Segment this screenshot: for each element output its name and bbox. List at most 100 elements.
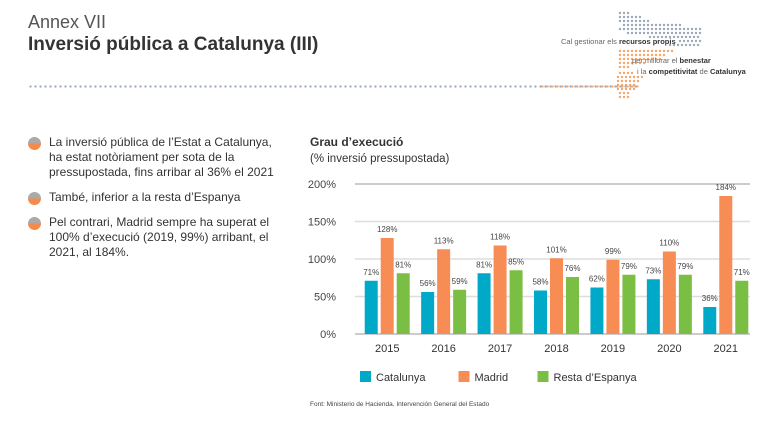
logo-dot — [632, 87, 636, 91]
bullet-text: La inversió pública de l’Estat a Catalun… — [49, 135, 274, 179]
logo-dot — [626, 15, 630, 19]
logo-dot — [664, 35, 668, 39]
logo-dot — [658, 49, 662, 53]
logo-dot — [622, 27, 626, 31]
logo-dot — [622, 15, 626, 19]
logo-dot — [626, 31, 630, 35]
logo-dot — [626, 19, 630, 23]
logo-dot — [618, 27, 622, 31]
legend-swatch — [458, 371, 470, 382]
logo-dot — [646, 53, 650, 57]
bullet-list: La inversió pública de l’Estat a Catalun… — [28, 135, 278, 270]
y-tick-label: 100% — [308, 254, 336, 266]
logo-dot — [626, 23, 630, 27]
logo-dot — [652, 35, 656, 39]
logo-dot — [654, 53, 658, 57]
logo-dot — [650, 53, 654, 57]
logo-dot — [638, 31, 642, 35]
logo-dot — [618, 71, 622, 75]
bar-madrid — [437, 249, 451, 334]
logo-dot — [650, 57, 654, 61]
chart-title: Grau d’execució — [310, 135, 404, 149]
data-label: 99% — [605, 247, 621, 256]
logo-dot — [642, 61, 646, 65]
logo-dot — [618, 53, 622, 57]
logo-dot — [676, 35, 680, 39]
logo-dot — [642, 49, 646, 53]
logo-dot — [690, 31, 694, 35]
bar-madrid — [380, 238, 394, 334]
logo-dot — [670, 31, 674, 35]
logo-dot — [686, 27, 690, 31]
dotted-divider — [28, 85, 638, 88]
legend-label: Madrid — [475, 372, 509, 384]
logo-dot — [638, 15, 642, 19]
bullet-item: Pel contrari, Madrid sempre ha superat e… — [28, 215, 278, 260]
logo-dot — [698, 31, 702, 35]
data-label: 76% — [564, 264, 580, 273]
catalonia-map-dots-icon — [616, 11, 702, 99]
bullet-icon — [28, 137, 41, 150]
logo-dot — [638, 19, 642, 23]
bar-madrid — [719, 196, 733, 334]
logo-dot — [668, 35, 672, 39]
logo-dot — [690, 39, 694, 43]
bar-restadespanya — [566, 277, 579, 334]
logo-dot — [658, 57, 662, 61]
logo-line-2: per millorar el benestar — [632, 56, 711, 65]
logo-dot — [666, 31, 670, 35]
logo-dot — [632, 83, 636, 87]
data-label: 85% — [508, 257, 524, 266]
logo-dot — [646, 31, 650, 35]
legend-swatch — [360, 371, 371, 382]
logo-dot — [638, 27, 642, 31]
legend-swatch — [537, 371, 549, 382]
logo-dot — [632, 79, 636, 83]
logo-dot — [620, 83, 624, 87]
data-label: 62% — [589, 275, 605, 284]
bar-chart: 0% 50% 100% 150% 200% 2015 71% 128% 81% 2016 56% 11… — [308, 179, 750, 384]
logo-dot — [622, 95, 626, 99]
logo-dot — [630, 31, 634, 35]
bar-madrid — [493, 245, 507, 334]
logo-dot — [638, 61, 642, 65]
logo-dot — [618, 11, 622, 15]
logo-dot — [686, 39, 690, 43]
logo-dot — [642, 27, 646, 31]
logo-dot — [654, 31, 658, 35]
x-tick-label: 2020 — [657, 343, 681, 355]
logo-dot — [626, 53, 630, 57]
bar-restadespanya — [678, 274, 692, 334]
data-label: 101% — [546, 245, 566, 254]
data-label: 79% — [677, 262, 693, 271]
logo-line-3: i la competitivitat de Catalunya — [637, 67, 746, 76]
logo-dot — [622, 57, 626, 61]
logo-dot — [680, 43, 684, 47]
logo-dot — [622, 53, 626, 57]
logo-dot — [634, 49, 638, 53]
logo-dot — [646, 19, 650, 23]
logo-dot — [688, 43, 692, 47]
legend-label: Resta d’Espanya — [554, 372, 638, 384]
data-label: 110% — [659, 239, 679, 248]
logo-dot — [618, 91, 622, 95]
logo-dot — [640, 75, 644, 79]
logo-dot — [626, 91, 630, 95]
data-label: 36% — [702, 294, 718, 303]
logo-dot — [666, 23, 670, 27]
logo-dot — [696, 43, 700, 47]
logo-dot — [676, 43, 680, 47]
logo-dot — [620, 79, 624, 83]
bar-restadespanya — [453, 289, 467, 334]
bar-catalunya — [421, 292, 435, 334]
logo-dot — [638, 23, 642, 27]
logo-dot — [654, 49, 658, 53]
logo-dot — [658, 27, 662, 31]
logo-dot — [628, 75, 632, 79]
logo-dot — [618, 19, 622, 23]
logo-dot — [694, 27, 698, 31]
y-tick-label: 50% — [314, 292, 336, 304]
logo-dot — [658, 23, 662, 27]
data-label: 71% — [363, 268, 379, 277]
logo-dot — [634, 15, 638, 19]
